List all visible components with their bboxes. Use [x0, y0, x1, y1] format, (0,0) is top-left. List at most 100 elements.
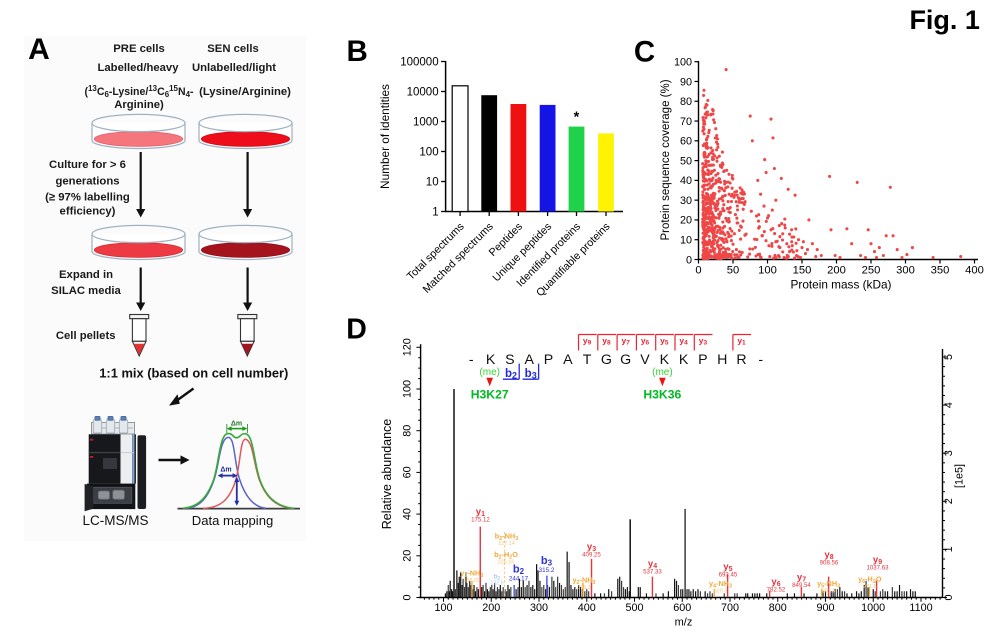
svg-text:1000: 1000 — [861, 602, 885, 614]
svg-text:1: 1 — [943, 546, 955, 552]
svg-text:100000: 100000 — [400, 57, 438, 69]
svg-text:Labelled/heavy: Labelled/heavy — [98, 62, 180, 74]
svg-text:-: - — [469, 352, 474, 368]
svg-text:Expand in: Expand in — [59, 269, 113, 281]
svg-text:y5: y5 — [660, 336, 669, 347]
svg-text:908.56: 908.56 — [820, 560, 839, 567]
svg-text:1037.63: 1037.63 — [866, 565, 889, 572]
svg-text:300: 300 — [530, 602, 548, 614]
svg-text:y4-NH3: y4-NH3 — [709, 579, 732, 590]
svg-text:537.33: 537.33 — [643, 569, 662, 576]
svg-text:80: 80 — [402, 425, 414, 437]
svg-text:y5: y5 — [723, 562, 732, 574]
svg-text:b2: b2 — [513, 564, 525, 577]
svg-text:SILAC media: SILAC media — [51, 285, 121, 297]
svg-text:b3: b3 — [541, 555, 553, 568]
svg-text:K: K — [660, 352, 670, 368]
svg-text:0: 0 — [943, 594, 955, 600]
svg-text:10: 10 — [680, 235, 692, 247]
svg-text:849.54: 849.54 — [792, 582, 811, 589]
svg-text:250: 250 — [862, 265, 881, 277]
svg-text:y8: y8 — [824, 550, 833, 562]
svg-text:10000: 10000 — [407, 87, 439, 99]
svg-text:y3: y3 — [699, 336, 708, 347]
svg-text:b3: b3 — [525, 368, 537, 381]
svg-text:400: 400 — [965, 265, 984, 277]
svg-text:520.3: 520.3 — [714, 589, 728, 595]
svg-text:b2: b2 — [505, 368, 517, 381]
svg-text:3: 3 — [943, 450, 955, 456]
svg-text:[1e5]: [1e5] — [954, 464, 966, 488]
svg-text:y5-NH3: y5-NH3 — [817, 579, 840, 590]
svg-text:y6: y6 — [641, 336, 650, 347]
svg-text:227.14: 227.14 — [498, 541, 515, 547]
svg-text:H: H — [717, 352, 727, 368]
svg-text:K: K — [486, 352, 496, 368]
svg-text:y1-NH3: y1-NH3 — [460, 569, 483, 580]
svg-text:Fig. 1: Fig. 1 — [909, 5, 980, 35]
svg-text:90: 90 — [680, 76, 692, 88]
svg-text:P: P — [698, 352, 707, 368]
svg-text:200: 200 — [827, 265, 846, 277]
svg-text:315.2: 315.2 — [539, 567, 555, 574]
svg-text:100: 100 — [419, 147, 438, 159]
svg-text:80: 80 — [680, 96, 692, 108]
svg-text:400: 400 — [578, 602, 596, 614]
svg-text:A: A — [28, 33, 50, 66]
svg-text:y7: y7 — [797, 572, 806, 584]
svg-text:800: 800 — [769, 602, 787, 614]
svg-text:SEN cells: SEN cells — [207, 43, 259, 55]
svg-text:900: 900 — [816, 602, 834, 614]
svg-text:0: 0 — [695, 265, 701, 277]
svg-text:G: G — [620, 352, 631, 368]
svg-text:*: * — [574, 110, 580, 126]
svg-text:70: 70 — [680, 116, 692, 128]
svg-text:b2-H2O: b2-H2O — [494, 550, 518, 561]
svg-text:A: A — [524, 352, 534, 368]
svg-text:100: 100 — [434, 602, 452, 614]
svg-text:500: 500 — [625, 602, 643, 614]
svg-text:226.16: 226.16 — [498, 560, 515, 566]
svg-text:Protein sequence coverage (%): Protein sequence coverage (%) — [660, 79, 672, 240]
svg-text:G: G — [601, 352, 612, 368]
svg-text:200: 200 — [482, 602, 500, 614]
svg-text:-: - — [758, 352, 763, 368]
svg-text:(Lysine/Arginine): (Lysine/Arginine) — [199, 86, 291, 98]
svg-text:y9: y9 — [873, 555, 882, 567]
svg-text:Number of identities: Number of identities — [378, 84, 392, 189]
svg-text:y9: y9 — [583, 336, 592, 347]
svg-text:efficiency): efficiency) — [60, 206, 116, 218]
svg-text:700: 700 — [721, 602, 739, 614]
svg-text:y1: y1 — [737, 336, 746, 347]
svg-text:0: 0 — [686, 254, 692, 266]
svg-text:Δm: Δm — [231, 421, 242, 428]
svg-text:Protein mass (kDa): Protein mass (kDa) — [791, 278, 892, 292]
svg-text:891.5: 891.5 — [822, 589, 836, 595]
svg-text:y2-NH3: y2-NH3 — [572, 576, 595, 587]
svg-text:generations: generations — [55, 176, 119, 188]
svg-text:30: 30 — [680, 195, 692, 207]
svg-text:Data mapping: Data mapping — [192, 513, 274, 528]
svg-text:b2: b2 — [494, 574, 501, 582]
svg-text:300: 300 — [896, 265, 915, 277]
svg-text:150: 150 — [793, 265, 812, 277]
svg-text:20: 20 — [680, 215, 692, 227]
svg-text:50: 50 — [727, 265, 739, 277]
svg-text:V: V — [640, 352, 650, 368]
svg-text:20: 20 — [402, 550, 414, 562]
svg-text:(≥ 97% labelling: (≥ 97% labelling — [45, 192, 130, 204]
svg-text:y4: y4 — [679, 336, 688, 347]
svg-text:R: R — [736, 352, 746, 368]
svg-text:244.17: 244.17 — [509, 576, 529, 583]
svg-text:A: A — [563, 352, 573, 368]
svg-text:D: D — [346, 314, 367, 346]
svg-text:y7: y7 — [622, 336, 631, 347]
svg-text:y3: y3 — [587, 542, 596, 554]
svg-text:1000: 1000 — [413, 117, 439, 129]
svg-text:C: C — [634, 36, 655, 69]
svg-text:H3K27: H3K27 — [471, 388, 509, 402]
svg-text:(me): (me) — [479, 367, 500, 378]
svg-text:(me): (me) — [652, 367, 673, 378]
svg-text:b2-NH3: b2-NH3 — [495, 532, 518, 543]
svg-text:693.45: 693.45 — [719, 572, 738, 579]
